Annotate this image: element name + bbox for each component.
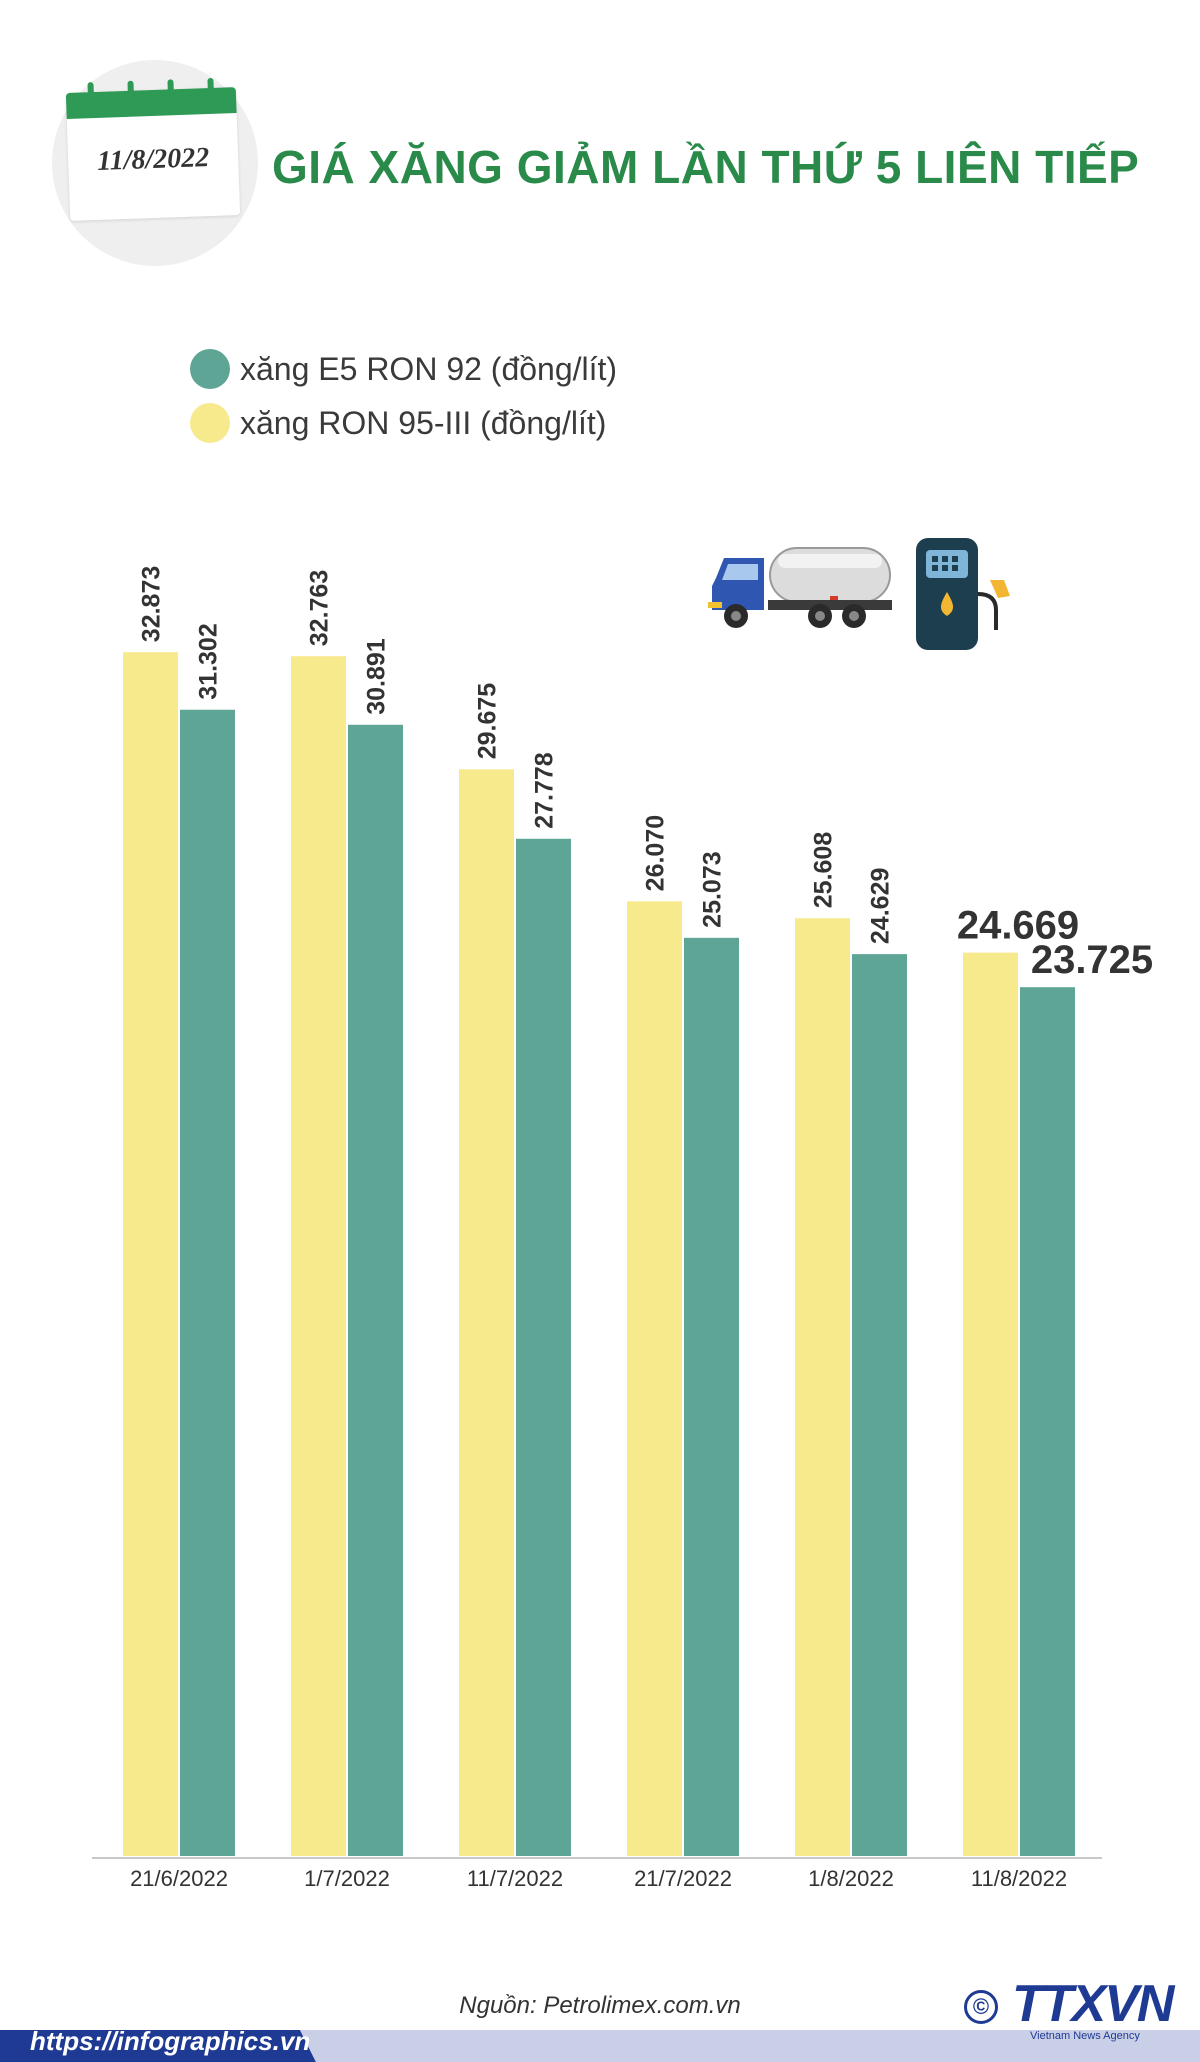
truck-icon [708, 547, 892, 628]
x-tick-group: 21/6/2022 1/7/2022 11/7/2022 21/7/2022 1/8/2… [130, 1866, 1067, 1891]
x-tick-label-0: 21/6/2022 [130, 1866, 228, 1891]
bar-ron95-2 [459, 769, 514, 1857]
bar-ron95-4 [795, 918, 850, 1856]
x-tick-label-5: 11/8/2022 [971, 1866, 1067, 1891]
source-text: Petrolimex.com.vn [543, 1992, 741, 2019]
copyright-icon: © [964, 1990, 998, 2024]
value-label-e5-5: 23.725 [1031, 938, 1153, 982]
bar-e5-2 [516, 838, 571, 1856]
bar-ron95-0 [123, 652, 178, 1857]
value-label-e5-1: 30.891 [363, 638, 391, 715]
value-label-ron95-5: 24.669 [957, 904, 1079, 948]
value-label-e5-0: 31.302 [195, 623, 223, 699]
x-tick-label-4: 1/8/2022 [808, 1866, 894, 1891]
value-label-ron95-2: 29.675 [474, 683, 502, 760]
bar-e5-3 [684, 937, 739, 1856]
x-tick-label-3: 21/7/2022 [634, 1866, 732, 1891]
footer-band [0, 2030, 1200, 2062]
value-label-e5-3: 25.073 [699, 851, 727, 927]
bar-e5-5 [1020, 987, 1075, 1856]
bar-ron95-3 [627, 901, 682, 1856]
value-label-e5-2: 27.778 [531, 752, 559, 829]
value-label-ron95-0: 32.873 [138, 566, 166, 642]
value-label-group: 32.873 31.302 32.763 30.891 29.675 27.778 26.0… [138, 566, 1154, 982]
bar-group [123, 652, 1075, 1857]
source-label: Nguồn: [459, 1992, 544, 2019]
bar-ron95-5 [963, 952, 1018, 1856]
ttxvn-logo: TTXVN [1012, 1975, 1174, 2033]
footer-url[interactable]: https://infographics.vn [30, 2026, 311, 2056]
legend-swatch-e5 [190, 349, 230, 389]
value-label-ron95-1: 32.763 [306, 570, 334, 646]
ttxvn-logo-subtitle: Vietnam News Agency [1030, 2030, 1140, 2042]
bar-e5-0 [180, 709, 235, 1857]
bar-e5-1 [348, 724, 403, 1856]
legend-item-e5: xăng E5 RON 92 (đồng/lít) [190, 347, 617, 391]
bar-ron95-1 [291, 656, 346, 1856]
x-tick-label-2: 11/7/2022 [467, 1866, 563, 1891]
fuel-pump-icon [916, 538, 1010, 650]
x-tick-label-1: 1/7/2022 [304, 1866, 390, 1891]
bar-e5-4 [852, 954, 907, 1856]
value-label-ron95-4: 25.608 [810, 832, 838, 909]
value-label-e5-4: 24.629 [867, 868, 895, 944]
bar-chart: 32.873 31.302 32.763 30.891 29.675 27.778 26.0… [92, 566, 1154, 1891]
source-note: Nguồn: Petrolimex.com.vn [0, 1992, 1200, 2020]
value-label-ron95-3: 26.070 [642, 815, 670, 891]
legend-item-ron95: xăng RON 95-III (đồng/lít) [190, 401, 606, 445]
page-title: GIÁ XĂNG GIẢM LẦN THỨ 5 LIÊN TIẾP [272, 141, 1140, 193]
legend-label-e5: xăng E5 RON 92 (đồng/lít) [240, 350, 618, 387]
legend-label-ron95: xăng RON 95-III (đồng/lít) [240, 404, 607, 441]
legend-swatch-ron95 [190, 403, 230, 443]
